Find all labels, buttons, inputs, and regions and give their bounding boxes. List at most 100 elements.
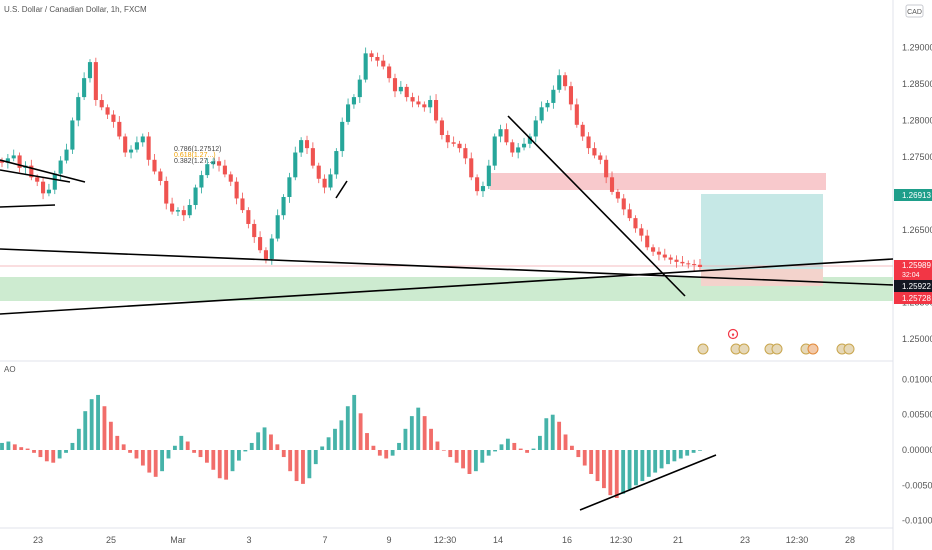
candle [170, 203, 175, 212]
candle [93, 62, 98, 101]
ao-bar [307, 450, 312, 479]
candle [310, 148, 315, 166]
candle [117, 121, 122, 137]
candle [492, 136, 497, 166]
trendline-left-top[interactable] [0, 159, 86, 183]
ao-bar [57, 450, 62, 459]
candle [70, 120, 75, 150]
flag-us-icon[interactable] [771, 343, 783, 355]
candle [387, 66, 392, 79]
symbol-title: U.S. Dollar / Canadian Dollar, 1h, FXCM [4, 5, 147, 14]
ao-bar [621, 450, 626, 494]
time-tick-label: 9 [386, 535, 391, 545]
flag-ca-icon[interactable] [727, 328, 739, 340]
supply-zone[interactable] [490, 173, 826, 190]
flag-us-icon[interactable] [738, 343, 750, 355]
trendline-left-mid[interactable] [0, 169, 71, 183]
ao-bar [294, 450, 299, 482]
candle [621, 198, 626, 210]
ao-bar [121, 444, 126, 450]
candle [475, 177, 480, 192]
ao-bar [365, 433, 369, 450]
ao-bar [102, 406, 107, 450]
candle [416, 101, 421, 105]
target-zone[interactable] [701, 194, 823, 269]
ao-bar [473, 450, 478, 472]
trendline-downtrend[interactable] [507, 115, 686, 297]
ao-bar [76, 428, 81, 450]
candle [99, 100, 104, 108]
time-tick-label: 16 [562, 535, 572, 545]
ao-bar [0, 442, 4, 450]
candle [105, 107, 110, 115]
ao-bar [563, 434, 568, 450]
candle [627, 209, 632, 219]
currency-badge[interactable] [905, 4, 924, 18]
ao-bar [371, 445, 376, 450]
price-tick-label: 1.27500 [902, 152, 932, 162]
candle [252, 223, 257, 238]
flag-us-icon[interactable] [697, 343, 709, 355]
ao-bar [441, 450, 446, 451]
candle [568, 86, 574, 105]
price-label-green-bg [894, 189, 932, 201]
candle [428, 100, 433, 108]
ao-bar [397, 442, 401, 450]
ao-bar [659, 450, 664, 469]
candle [351, 97, 356, 105]
candle [146, 136, 151, 160]
price-tick-label: 1.25000 [902, 334, 932, 344]
time-tick-label: 7 [322, 535, 327, 545]
ao-bar [358, 413, 363, 450]
ao-bar [595, 450, 600, 482]
stop-zone[interactable] [701, 269, 823, 286]
candle [433, 100, 439, 121]
candle [140, 136, 145, 143]
ao-bar [493, 450, 498, 452]
time-axis[interactable]: 23 25 Mar 3 7 9 12:30 14 16 12:30 21 23 12:30 28 [33, 535, 855, 545]
trendline-left-low[interactable] [0, 204, 56, 208]
candle [551, 89, 556, 103]
ao-bar [390, 450, 395, 456]
candle [381, 60, 386, 67]
indicator-axis[interactable]: 0.01000 0.00500 0.00000 -0.00500 -0.01000 [902, 374, 932, 525]
ao-bar [12, 444, 17, 450]
candle [29, 165, 34, 178]
ao-bar [237, 450, 241, 461]
trendline-descending-support[interactable] [0, 248, 894, 286]
candle [287, 177, 292, 197]
price-label-current-bg [894, 260, 932, 280]
flag-us-icon[interactable] [843, 343, 855, 355]
candle [328, 174, 333, 188]
ao-bar [108, 421, 113, 450]
ao-bar [589, 450, 594, 474]
ao-bar [505, 438, 510, 450]
ao-bar [320, 446, 325, 450]
candle [0, 160, 5, 163]
candle [662, 254, 667, 258]
candle [275, 215, 280, 239]
flag-us-icon[interactable] [807, 343, 819, 355]
candle [656, 251, 661, 255]
candle [41, 181, 46, 194]
candle [181, 210, 186, 216]
trendline-small[interactable] [335, 180, 348, 199]
ao-divergence-line[interactable] [579, 454, 717, 511]
candle [293, 152, 298, 178]
ao-bar [89, 399, 94, 450]
ao-bar [326, 437, 331, 450]
ao-bar [38, 450, 43, 458]
time-tick-label: 14 [493, 535, 503, 545]
trendline-ascending[interactable] [0, 258, 894, 315]
candle [82, 78, 87, 98]
ao-bar [19, 447, 24, 450]
candle [175, 210, 181, 212]
candle [545, 102, 550, 108]
ao-bar [64, 450, 68, 453]
candle [152, 159, 157, 172]
candle [604, 159, 609, 178]
ao-bar [518, 448, 523, 450]
event-icons[interactable]: ♦ [697, 328, 855, 355]
ao-bar [377, 450, 382, 456]
